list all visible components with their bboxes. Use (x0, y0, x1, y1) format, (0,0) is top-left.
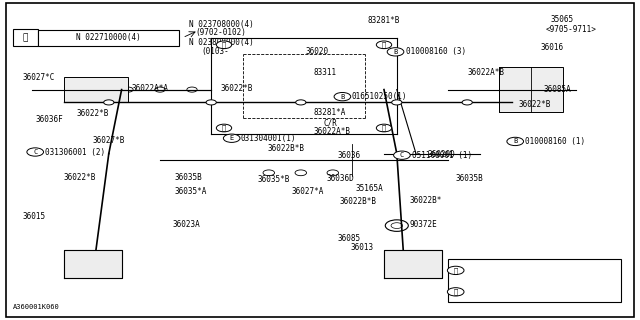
Text: 83281*A: 83281*A (314, 108, 346, 116)
Circle shape (216, 124, 232, 132)
Text: 36035*A: 36035*A (174, 188, 207, 196)
Text: 36023A: 36023A (173, 220, 200, 229)
Text: 36036: 36036 (338, 151, 361, 160)
Text: 36022A*A: 36022A*A (131, 84, 168, 93)
Circle shape (187, 87, 197, 92)
Circle shape (392, 100, 402, 105)
Bar (13, 29, 38, 46)
Polygon shape (384, 250, 442, 278)
Text: 36035B: 36035B (174, 173, 202, 182)
Text: 36013: 36013 (351, 244, 374, 252)
Circle shape (263, 170, 275, 176)
Circle shape (104, 100, 114, 105)
Text: (9702-0102): (9702-0102) (195, 28, 246, 37)
Text: 35065: 35065 (550, 15, 573, 24)
Text: B: B (513, 139, 517, 144)
Circle shape (155, 87, 165, 92)
Text: 36035*B: 36035*B (257, 175, 290, 184)
Text: 010008160 (3): 010008160 (3) (406, 47, 467, 56)
Bar (499, 67, 563, 112)
Text: 36022*B: 36022*B (221, 84, 253, 93)
Bar (64, 77, 128, 102)
Text: ⑧: ⑧ (454, 267, 458, 274)
Text: C: C (400, 152, 404, 158)
Text: 36015: 36015 (22, 212, 45, 221)
Text: 36027*C: 36027*C (22, 73, 55, 82)
Text: 83281*B: 83281*B (368, 16, 401, 25)
Text: C/R: C/R (324, 118, 338, 127)
Text: C: C (33, 149, 37, 155)
Circle shape (447, 288, 464, 296)
Text: A360001K060: A360001K060 (13, 304, 60, 310)
Circle shape (385, 220, 408, 231)
Text: ②: ② (454, 289, 458, 295)
Text: 36085: 36085 (338, 234, 361, 243)
Text: 36020D: 36020D (428, 150, 455, 159)
Text: 36085A: 36085A (544, 85, 572, 94)
Text: B: B (340, 94, 344, 100)
Text: 36022A*B: 36022A*B (314, 127, 351, 136)
Text: <9705-9711>: <9705-9711> (545, 25, 596, 34)
Circle shape (295, 170, 307, 176)
Circle shape (327, 170, 339, 176)
Text: N 023708000(4): N 023708000(4) (189, 20, 253, 28)
Text: ①: ① (23, 33, 28, 42)
Text: ①: ① (222, 42, 226, 48)
Text: ①: ① (382, 125, 386, 131)
Text: 36022*B: 36022*B (518, 100, 551, 109)
Text: R200017 0202-: R200017 0202- (467, 290, 522, 296)
Text: (0103-: (0103- (202, 47, 229, 56)
Text: 83311: 83311 (314, 68, 337, 77)
Text: 016510250(1): 016510250(1) (352, 92, 408, 101)
Text: 36016: 36016 (541, 43, 564, 52)
Text: 36022*B: 36022*B (77, 109, 109, 118)
Circle shape (123, 87, 133, 92)
Text: N 022710000(4): N 022710000(4) (76, 33, 141, 42)
Text: E: E (230, 135, 234, 141)
Text: 36020: 36020 (306, 47, 329, 56)
Text: 36022*B: 36022*B (64, 173, 97, 182)
Circle shape (462, 100, 472, 105)
Text: 36022B*B: 36022B*B (268, 144, 305, 153)
Text: B: B (394, 49, 397, 55)
Circle shape (376, 41, 392, 49)
Text: 36027*A: 36027*A (291, 188, 324, 196)
Text: N 023808000(4): N 023808000(4) (189, 38, 253, 47)
Circle shape (376, 124, 392, 132)
Circle shape (216, 41, 232, 49)
Text: 36085B 9702-2011: 36085B 9702-2011 (467, 273, 535, 279)
Text: 031306001 (2): 031306001 (2) (45, 148, 105, 156)
Circle shape (391, 223, 403, 228)
Bar (448, 259, 621, 302)
Text: 90372E: 90372E (410, 220, 437, 229)
Circle shape (334, 92, 351, 101)
Text: 36022A*B: 36022A*B (467, 68, 504, 76)
Circle shape (206, 100, 216, 105)
Text: 031304001(1): 031304001(1) (241, 134, 296, 143)
Text: 051108001 (1): 051108001 (1) (412, 151, 472, 160)
Circle shape (387, 48, 404, 56)
Text: 36027*B: 36027*B (93, 136, 125, 145)
FancyBboxPatch shape (38, 30, 179, 46)
Text: 36036D: 36036D (326, 174, 354, 183)
Circle shape (447, 266, 464, 275)
Text: 36022B*B: 36022B*B (339, 197, 376, 206)
Text: ①: ① (222, 125, 226, 131)
Circle shape (296, 100, 306, 105)
Text: 010008160 (1): 010008160 (1) (525, 137, 585, 146)
Circle shape (394, 151, 410, 159)
Circle shape (223, 134, 240, 142)
Text: 36036F: 36036F (35, 115, 63, 124)
Text: 35165A: 35165A (355, 184, 383, 193)
Polygon shape (64, 250, 122, 278)
Text: 36035B: 36035B (456, 174, 483, 183)
Circle shape (27, 148, 44, 156)
Text: 36022B*: 36022B* (410, 196, 442, 205)
Text: ①: ① (382, 42, 386, 48)
Circle shape (507, 137, 524, 146)
